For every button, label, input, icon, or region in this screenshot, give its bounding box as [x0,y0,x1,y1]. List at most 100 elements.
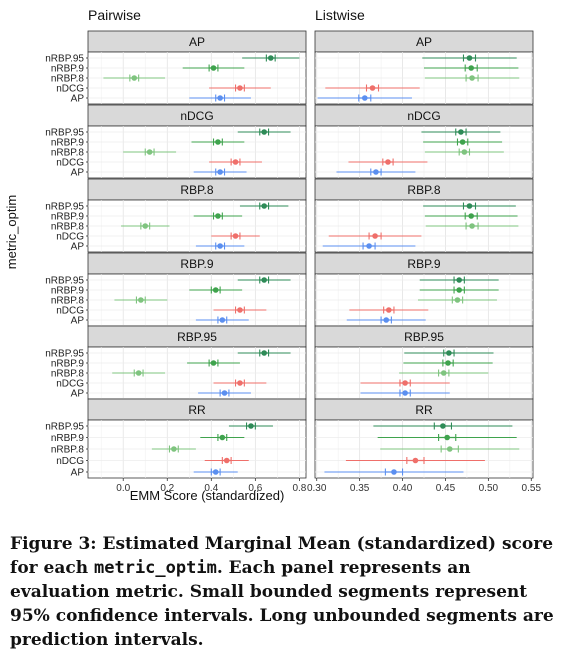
emm-point-listwise-rr-nrbp-8 [446,446,453,452]
emm-point-pairwise-ndcg-nrbp-95 [261,129,267,135]
y-tick-label-ap-ap: AP [71,94,85,105]
emm-point-listwise-rbp-9-nrbp-8 [454,297,461,303]
emm-point-pairwise-ndcg-nrbp-9 [215,139,221,145]
emm-point-pairwise-rr-nrbp-8 [171,446,177,452]
caption-code: metric_optim [94,558,217,578]
facet-grid: APnRBP.95nRBP.9nRBP.8nDCGAPnDCGnRBP.95nR… [45,30,541,494]
y-tick-label-rbp-9-ndcg: nDCG [56,306,84,317]
emm-point-listwise-rbp-9-nrbp-95 [456,277,462,283]
y-tick-label-ap-ndcg: nDCG [56,84,84,95]
emm-point-pairwise-rr-ap [212,469,219,475]
panel-listwise-rbp-9: RBP.9 [314,252,534,327]
emm-point-pairwise-rr-ndcg [223,457,230,464]
emm-point-listwise-rbp-9-ap [383,317,390,323]
x-tick-label-listwise: 0.50 [479,483,499,494]
emm-point-listwise-ap-nrbp-8 [469,75,475,81]
emm-point-listwise-rr-nrbp-95 [440,423,446,429]
panel-listwise-ap: AP [314,30,534,105]
panel-strip-label-pairwise-rbp-8: RBP.8 [180,183,213,197]
panel-strip-label-listwise-rbp-9: RBP.9 [407,257,440,271]
emm-point-pairwise-ap-nrbp-8 [131,75,138,81]
y-tick-label-rbp-95-ap: AP [71,389,85,400]
emm-point-listwise-ap-ap [361,95,368,101]
panel-strip-label-listwise-ap: AP [416,35,432,49]
panel-strip-label-pairwise-rbp-9: RBP.9 [180,257,213,271]
emm-point-pairwise-ap-nrbp-9 [210,65,217,71]
emm-point-listwise-rbp-95-ap [402,390,408,396]
y-tick-label-ndcg-nrbp-9: nRBP.9 [51,138,85,149]
emm-point-pairwise-ndcg-ap [217,169,223,175]
emm-point-listwise-rr-ap [391,469,397,475]
emm-point-pairwise-ap-ndcg [237,85,243,91]
y-tick-label-ndcg-nrbp-8: nRBP.8 [51,148,85,159]
panel-listwise-ndcg: nDCG [314,104,534,179]
y-tick-label-rr-nrbp-95: nRBP.95 [45,422,84,433]
panel-strip-label-pairwise-ndcg: nDCG [180,109,213,123]
x-tick-label-pairwise: 0.0 [116,483,130,494]
emm-point-pairwise-rbp-95-ndcg [237,380,243,386]
emm-point-pairwise-rbp-8-nrbp-8 [142,223,149,229]
emm-point-pairwise-rr-nrbp-9 [219,434,226,441]
caption-part-2: . Each panel represents an evaluation me… [10,558,554,650]
emm-point-pairwise-rbp-8-nrbp-9 [215,213,221,219]
panel-strip-label-pairwise-rr: RR [188,403,206,417]
y-tick-label-rbp-8-nrbp-9: nRBP.9 [51,212,85,223]
panel-strip-label-listwise-ndcg: nDCG [407,109,440,123]
emm-point-listwise-ndcg-nrbp-95 [458,129,464,135]
y-tick-label-rbp-95-nrbp-8: nRBP.8 [51,369,85,380]
emm-point-listwise-rbp-8-ndcg [372,233,378,239]
x-tick-label-listwise: 0.40 [393,483,413,494]
x-axis-title: EMM Score (standardized) [130,488,285,503]
y-tick-label-rr-ap: AP [71,468,85,479]
panel-strip-label-listwise-rbp-8: RBP.8 [407,183,440,197]
y-tick-label-rbp-8-ndcg: nDCG [56,232,84,243]
x-tick-label-pairwise: 0.8 [292,483,306,494]
y-tick-label-ndcg-nrbp-95: nRBP.95 [45,128,84,139]
emm-point-pairwise-rbp-95-nrbp-8 [135,370,142,376]
panel-listwise-rbp-95: RBP.95 [314,325,534,400]
emm-point-pairwise-rbp-95-ap [221,390,228,396]
x-tick-label-pairwise: 0.2 [160,483,174,494]
x-tick-label-pairwise: 0.4 [204,483,218,494]
emm-point-pairwise-ap-nrbp-95 [267,55,274,61]
emm-point-listwise-rbp-9-nrbp-9 [456,287,462,293]
emm-point-pairwise-rbp-9-ap [219,317,226,323]
emm-point-pairwise-rbp-9-nrbp-9 [212,287,219,293]
x-tick-label-listwise: 0.35 [350,483,370,494]
emm-point-listwise-rbp-95-nrbp-8 [440,370,447,376]
y-tick-label-rbp-9-nrbp-8: nRBP.8 [51,296,85,307]
emm-point-listwise-ndcg-nrbp-9 [459,139,466,145]
y-tick-label-ap-nrbp-95: nRBP.95 [45,54,84,65]
emm-point-pairwise-rbp-95-nrbp-9 [210,360,217,366]
x-tick-label-listwise: 0.45 [436,483,456,494]
y-tick-label-rbp-8-nrbp-95: nRBP.95 [45,202,84,213]
caption-part-1: Figure 3: Estimated Marginal Mean (stand… [10,534,554,578]
emm-figure: APnRBP.95nRBP.9nRBP.8nDCGAPnDCGnRBP.95nR… [4,7,541,503]
emm-point-listwise-ndcg-ndcg [385,159,391,165]
y-tick-label-rbp-9-nrbp-95: nRBP.95 [45,276,84,287]
emm-point-listwise-rbp-95-nrbp-9 [445,360,451,366]
y-tick-label-rbp-9-ap: AP [71,316,85,327]
y-tick-label-rr-nrbp-9: nRBP.9 [51,433,85,444]
y-tick-label-ap-nrbp-8: nRBP.8 [51,74,85,85]
emm-point-pairwise-rbp-8-ap [217,243,223,249]
y-tick-label-rbp-95-nrbp-9: nRBP.9 [51,359,85,370]
figure-caption: Figure 3: Estimated Marginal Mean (stand… [10,532,555,652]
panel-strip-label-listwise-rbp-95: RBP.95 [404,330,444,344]
emm-point-pairwise-ndcg-nrbp-8 [146,149,153,155]
emm-point-listwise-ndcg-nrbp-8 [461,149,468,155]
panel-listwise-rbp-8: RBP.8 [314,178,534,253]
emm-point-listwise-rbp-95-nrbp-95 [446,350,452,356]
emm-point-listwise-rbp-9-ndcg [386,307,392,313]
panel-strip-label-pairwise-ap: AP [189,35,205,49]
x-tick-label-pairwise: 0.6 [248,483,262,494]
y-tick-label-rbp-8-nrbp-8: nRBP.8 [51,222,85,233]
y-tick-label-rbp-8-ap: AP [71,242,85,253]
column-title-pairwise: Pairwise [88,7,141,23]
panel-strip-label-listwise-rr: RR [415,403,433,417]
emm-point-pairwise-rbp-9-ndcg [237,307,243,313]
emm-point-listwise-ap-ndcg [369,85,376,91]
